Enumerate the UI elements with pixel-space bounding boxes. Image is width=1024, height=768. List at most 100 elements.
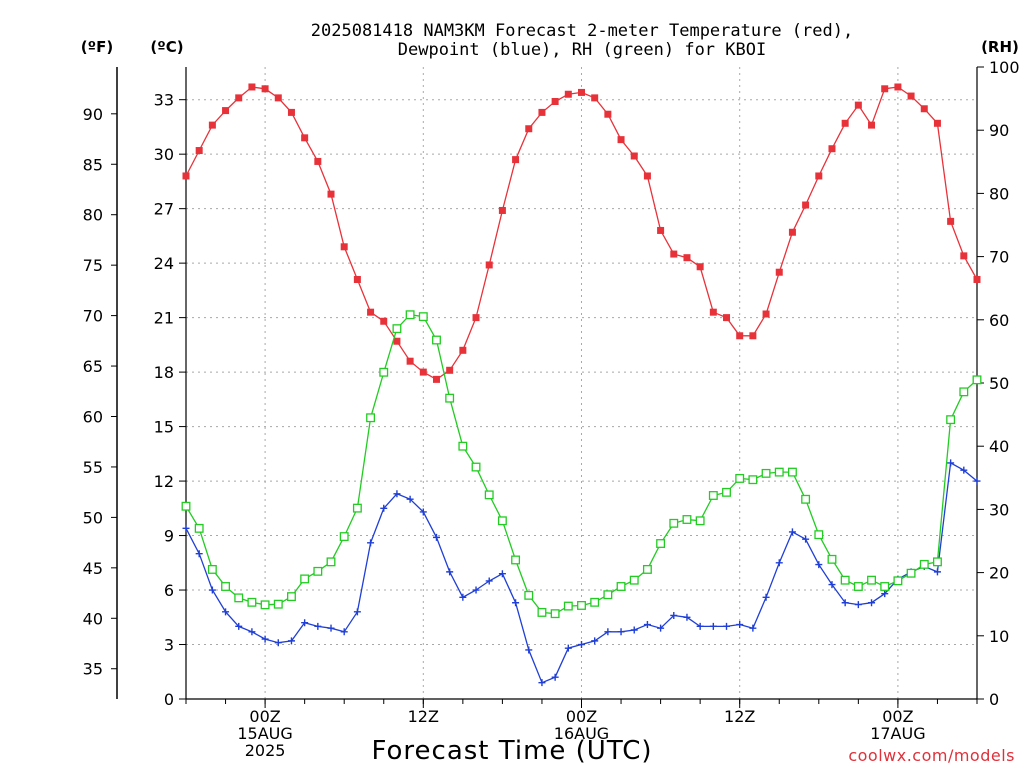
rh-tick-label: 30: [989, 500, 1009, 519]
temperature-point: [380, 317, 388, 325]
dewpoint-point: [459, 593, 467, 601]
dewpoint-point: [301, 619, 309, 627]
rh-point: [656, 539, 666, 548]
rh-point: [221, 582, 230, 591]
rh-point: [959, 387, 969, 397]
temperature-point: [222, 107, 230, 115]
time-tick-label: 15AUG: [237, 724, 292, 743]
rh-point: [273, 599, 283, 609]
rh-point: [814, 530, 824, 540]
rh-point: [458, 441, 468, 451]
celsius-tick-label: 27: [154, 200, 174, 219]
rh-point: [972, 375, 982, 385]
rh-tick-label: 80: [989, 184, 1009, 203]
temperature-point: [683, 254, 691, 262]
dewpoint-point: [182, 524, 190, 532]
rh-point: [577, 601, 586, 610]
temperature-point: [367, 308, 375, 316]
celsius-tick-label: 30: [154, 145, 174, 164]
dewpoint-point: [538, 679, 546, 687]
dewpoint-point: [960, 466, 968, 474]
temperature-point: [525, 125, 533, 133]
dewpoint-point: [591, 637, 599, 645]
temperature-point: [960, 252, 968, 260]
rh-point: [708, 491, 718, 500]
dewpoint-point: [736, 621, 744, 629]
rh-point: [906, 568, 916, 578]
dewpoint-point: [868, 599, 876, 607]
dewpoint-point: [485, 577, 493, 585]
dewpoint-point: [578, 641, 585, 649]
dewpoint-point: [498, 570, 506, 578]
temperature-point: [643, 172, 651, 180]
rh-point: [787, 467, 797, 477]
temperature-point: [564, 90, 572, 98]
rh-point: [722, 487, 731, 497]
dewpoint-point: [340, 628, 348, 636]
temperature-point: [208, 121, 216, 129]
dewpoint-point: [643, 621, 651, 629]
temperature-point: [419, 368, 427, 376]
dewpoint-point: [248, 628, 256, 636]
temperature-point: [538, 108, 546, 116]
time-tick-label: 00Z: [249, 707, 280, 726]
temperature-point: [973, 275, 981, 283]
rh-point: [511, 555, 521, 565]
dewpoint-point: [327, 624, 335, 632]
fahrenheit-tick-label: 50: [83, 508, 103, 527]
temperature-point: [947, 217, 955, 225]
temperature-point: [301, 134, 309, 142]
dewpoint-point: [762, 593, 770, 601]
fahrenheit-tick-label: 70: [83, 307, 103, 326]
temperature-point: [235, 94, 243, 102]
dewpoint-point: [854, 601, 862, 609]
rh-tick-label: 0: [989, 690, 999, 709]
rh-point: [287, 592, 296, 602]
celsius-tick-label: 33: [154, 91, 174, 110]
data-series: [181, 83, 982, 687]
celsius-tick-label: 6: [164, 581, 174, 600]
celsius-tick-label: 0: [164, 690, 174, 709]
temperature-point: [802, 201, 810, 209]
rh-point: [563, 601, 573, 611]
dewpoint-point: [723, 622, 731, 630]
fahrenheit-tick-label: 65: [83, 357, 103, 376]
dewpoint-point: [472, 586, 480, 594]
dewpoint-point: [683, 613, 691, 621]
temperature-point: [314, 157, 322, 165]
dewpoint-point: [881, 590, 889, 598]
rh-point: [840, 575, 850, 585]
dewpoint-point: [419, 508, 427, 516]
temperature-point: [617, 136, 625, 144]
dewpoint-point: [775, 559, 783, 567]
celsius-tick-label: 12: [154, 472, 174, 491]
dewpoint-point: [446, 568, 454, 576]
rh-point: [352, 503, 362, 513]
temperature-point: [459, 346, 467, 354]
dewpoint-point: [709, 622, 717, 630]
celsius-tick-label: 18: [154, 363, 174, 382]
dewpoint-point: [406, 495, 414, 503]
rh-point: [379, 367, 389, 377]
time-tick-label: 16AUG: [554, 724, 609, 743]
rh-point: [339, 532, 349, 542]
temperature-point: [472, 314, 480, 322]
temperature-point: [406, 357, 414, 365]
rh-point: [682, 515, 692, 524]
rh-point: [181, 501, 191, 511]
rh-point: [761, 468, 771, 478]
rh-point: [326, 557, 336, 567]
rh-tick-label: 50: [989, 374, 1009, 393]
dewpoint-point: [393, 490, 401, 498]
dewpoint-point: [195, 550, 203, 558]
rh-point: [300, 574, 310, 584]
rh-point: [919, 559, 929, 569]
source-credit[interactable]: coolwx.com/models: [848, 746, 1015, 765]
temperature-point: [709, 308, 717, 316]
dewpoint-point: [670, 611, 678, 619]
temperature-point: [604, 110, 612, 118]
series-temperature: [182, 83, 981, 383]
dewpoint-point: [788, 528, 796, 536]
temperature-point: [248, 83, 256, 91]
